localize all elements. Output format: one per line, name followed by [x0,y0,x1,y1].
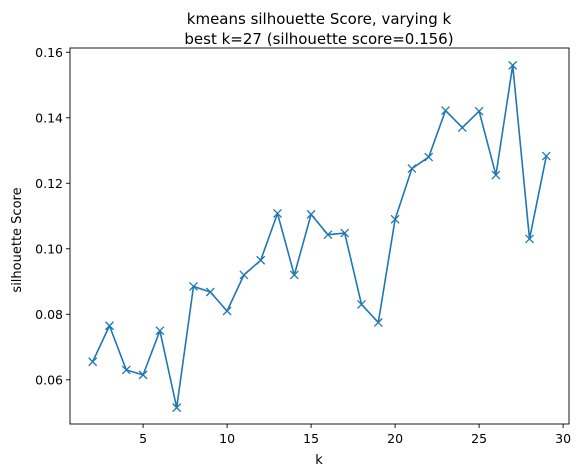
data-point [172,403,182,413]
data-point [189,281,198,291]
chart-subtitle: best k=27 (silhouette score=0.156) [184,30,453,48]
data-point [121,365,131,375]
x-tick-label: 25 [471,431,487,446]
y-tick-label: 0.06 [35,372,63,387]
data-point [155,326,165,336]
data-point [306,209,316,219]
x-tick-label: 10 [219,431,235,446]
data-point [491,170,501,180]
data-point [424,152,434,162]
data-point [222,306,232,316]
data-point [373,318,383,327]
data-point [138,370,148,380]
data-point [239,270,249,280]
y-tick-label: 0.12 [35,176,63,191]
data-point [390,214,400,224]
data-point [273,208,282,218]
x-tick-label: 15 [303,431,319,446]
data-point [105,321,114,331]
data-point [323,230,333,240]
x-tick-label: 5 [139,431,147,446]
data-point [474,106,484,116]
y-tick-label: 0.16 [35,45,63,60]
axes-frame [69,47,570,425]
data-point [357,299,366,309]
data-point [205,287,215,297]
data-point [340,228,350,238]
y-tick-label: 0.10 [35,241,63,256]
data-point [88,357,98,367]
data-point [256,255,266,265]
data-point [508,60,518,70]
chart-title: kmeans silhouette Score, varying k [187,10,452,28]
data-point [289,270,299,280]
plot-area: 5 10 15 20 25 30 0.06 0.08 0.10 0.12 0.14 0.16 [35,45,571,446]
y-tick-label: 0.08 [35,307,63,322]
data-point [457,123,467,133]
x-tick-label: 30 [555,431,571,446]
x-axis-label: k [315,453,323,468]
data-point [441,106,450,116]
data-point [525,234,534,244]
x-tick-label: 20 [387,431,403,446]
y-tick-label: 0.14 [35,110,63,125]
y-axis-label: silhouette Score [10,187,25,292]
data-point [407,164,417,173]
data-point [541,151,551,161]
series-line [91,64,548,409]
